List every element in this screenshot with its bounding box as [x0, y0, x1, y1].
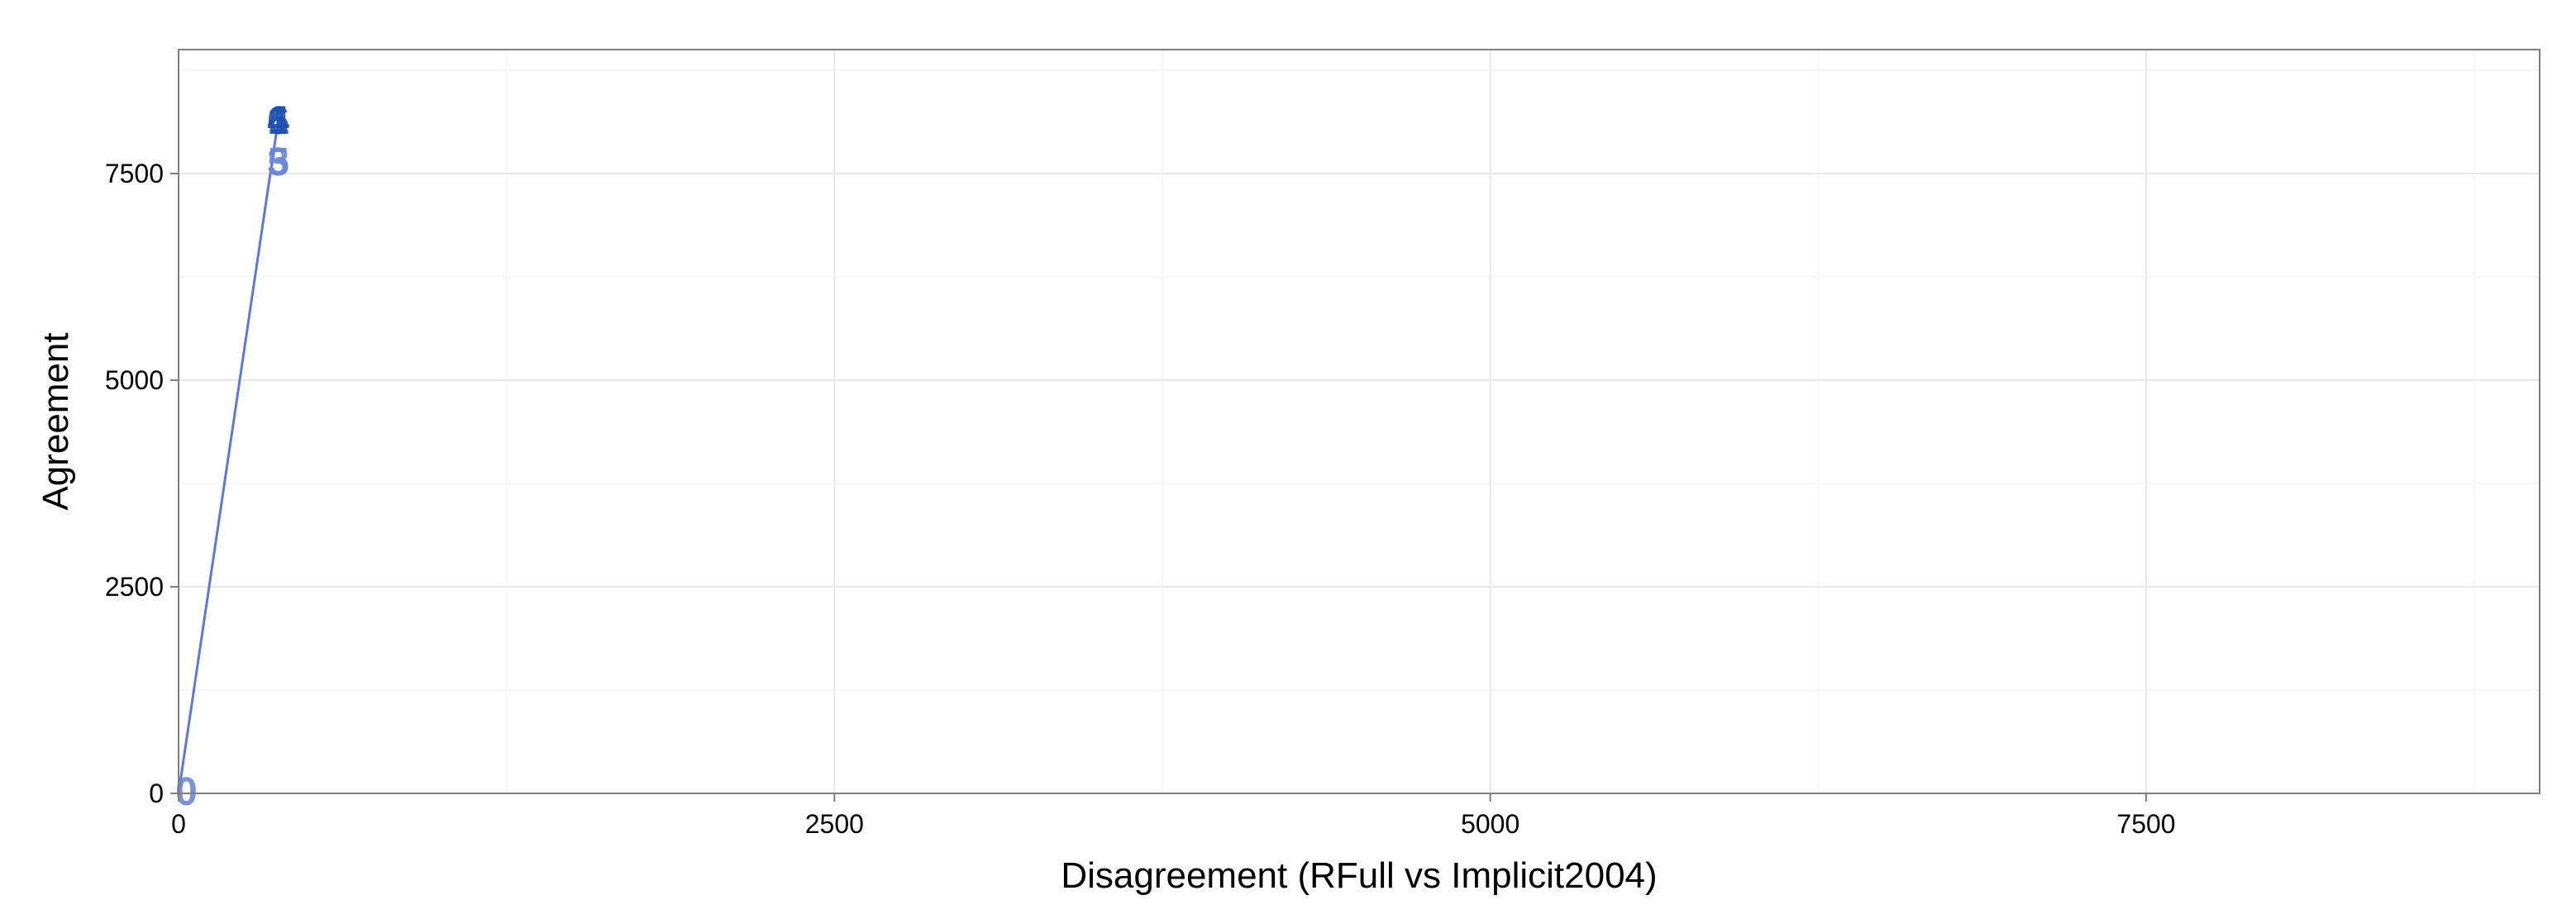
plot-border — [178, 49, 2540, 794]
y-tick-label: 0 — [149, 779, 164, 808]
axes: 0 2500 5000 7500 0 2500 5000 7500 — [105, 159, 2176, 839]
point-label: 4 — [267, 99, 289, 143]
point-label: 1 — [267, 99, 289, 143]
x-tick-label: 2500 — [805, 809, 864, 839]
trend-line — [177, 119, 280, 794]
x-tick-label: 7500 — [2116, 809, 2175, 839]
x-tick-label: 0 — [171, 809, 186, 839]
y-tick-label: 5000 — [105, 365, 164, 395]
y-axis-title: Agreement — [36, 332, 76, 510]
plot-background — [179, 50, 2540, 793]
point-label: 5 — [267, 140, 289, 184]
y-tick-label: 7500 — [105, 159, 164, 188]
y-tick-label: 2500 — [105, 572, 164, 602]
x-tick-label: 5000 — [1461, 809, 1519, 839]
point-label: 6 — [267, 99, 289, 143]
x-axis-title: Disagreement (RFull vs Implicit2004) — [1061, 855, 1657, 896]
point-label: 3 — [267, 140, 289, 184]
